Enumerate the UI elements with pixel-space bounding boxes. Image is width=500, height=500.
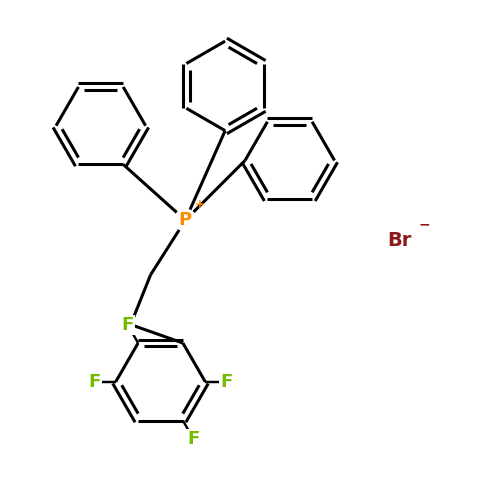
Circle shape (174, 209, 197, 231)
Text: P: P (179, 211, 192, 229)
Text: Br: Br (387, 230, 411, 250)
Text: F: F (122, 316, 134, 334)
Text: F: F (220, 373, 232, 391)
Text: −: − (418, 217, 430, 231)
Text: F: F (187, 430, 200, 448)
Text: +: + (195, 198, 204, 210)
Text: F: F (88, 373, 101, 391)
